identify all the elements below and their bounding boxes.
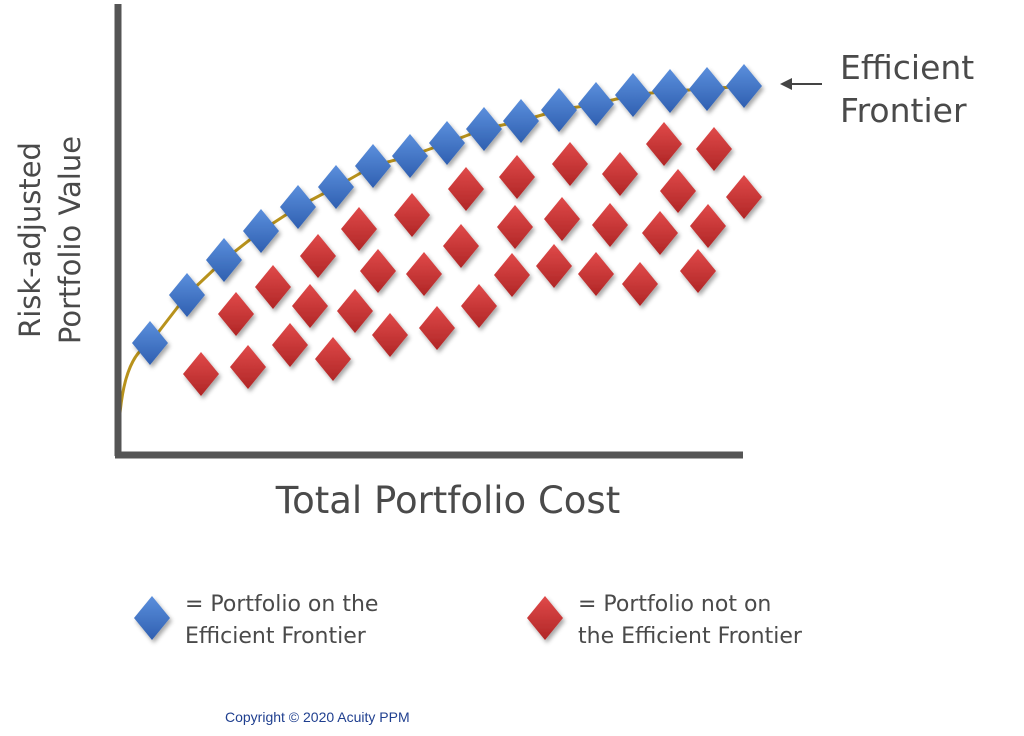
portfolio-diamond xyxy=(280,185,316,229)
copyright: Copyright © 2020 Acuity PPM xyxy=(225,709,410,725)
portfolio-diamond xyxy=(552,142,588,186)
portfolio-diamond xyxy=(355,144,391,188)
portfolio-diamond xyxy=(622,262,658,306)
portfolio-diamond xyxy=(660,169,696,213)
portfolio-diamond xyxy=(536,244,572,288)
legend-text: the Efficient Frontier xyxy=(578,624,803,649)
portfolio-diamond xyxy=(578,252,614,296)
portfolio-diamond xyxy=(689,67,725,111)
portfolio-diamond xyxy=(243,209,279,253)
portfolio-diamond xyxy=(315,337,351,381)
portfolio-diamond xyxy=(230,345,266,389)
portfolio-diamond xyxy=(652,69,688,113)
portfolio-diamond xyxy=(272,323,308,367)
legend-marker xyxy=(134,596,170,640)
portfolio-diamond xyxy=(499,155,535,199)
portfolio-diamond xyxy=(592,203,628,247)
portfolio-diamond xyxy=(183,352,219,396)
legend-text: = Portfolio on the xyxy=(185,592,378,617)
portfolio-diamond xyxy=(360,249,396,293)
frontier-points xyxy=(132,64,762,365)
arrow-head xyxy=(780,78,792,90)
portfolio-diamond xyxy=(696,127,732,171)
portfolio-diamond xyxy=(169,273,205,317)
portfolio-diamond xyxy=(300,234,336,278)
portfolio-diamond xyxy=(642,211,678,255)
portfolio-diamond xyxy=(419,306,455,350)
legend-text: Efficient Frontier xyxy=(185,624,367,649)
portfolio-diamond xyxy=(503,99,539,143)
portfolio-diamond xyxy=(292,284,328,328)
portfolio-diamond xyxy=(429,121,465,165)
portfolio-diamond xyxy=(494,253,530,297)
portfolio-diamond xyxy=(461,284,497,328)
portfolio-diamond xyxy=(448,167,484,211)
x-axis-label: Total Portfolio Cost xyxy=(275,479,620,522)
portfolio-diamond xyxy=(372,313,408,357)
portfolio-diamond xyxy=(406,252,442,296)
portfolio-diamond xyxy=(578,82,614,126)
portfolio-diamond xyxy=(646,122,682,166)
portfolio-diamond xyxy=(466,107,502,151)
portfolio-diamond xyxy=(392,134,428,178)
portfolio-diamond xyxy=(726,175,762,219)
portfolio-diamond xyxy=(680,249,716,293)
legend-marker xyxy=(527,596,563,640)
portfolio-diamond xyxy=(394,193,430,237)
legend-text: = Portfolio not on xyxy=(578,592,771,617)
annotation: Frontier xyxy=(840,91,967,130)
marks xyxy=(183,122,762,396)
y-axis-label: Risk-adjusted xyxy=(13,142,47,338)
y-axis-label: Portfolio Value xyxy=(53,136,87,344)
portfolio-diamond xyxy=(132,321,168,365)
portfolio-diamond xyxy=(602,152,638,196)
portfolio-diamond xyxy=(443,224,479,268)
portfolio-diamond xyxy=(318,165,354,209)
portfolio-diamond xyxy=(726,64,762,108)
portfolio-diamond xyxy=(497,205,533,249)
portfolio-diamond xyxy=(255,265,291,309)
portfolio-diamond xyxy=(206,238,242,282)
portfolio-diamond xyxy=(690,204,726,248)
portfolio-diamond xyxy=(615,73,651,117)
portfolio-diamond xyxy=(341,207,377,251)
portfolio-diamond xyxy=(337,289,373,333)
annotation: Efficient xyxy=(840,48,974,87)
portfolio-diamond xyxy=(218,292,254,336)
portfolio-diamond xyxy=(541,88,577,132)
portfolio-diamond xyxy=(544,197,580,241)
